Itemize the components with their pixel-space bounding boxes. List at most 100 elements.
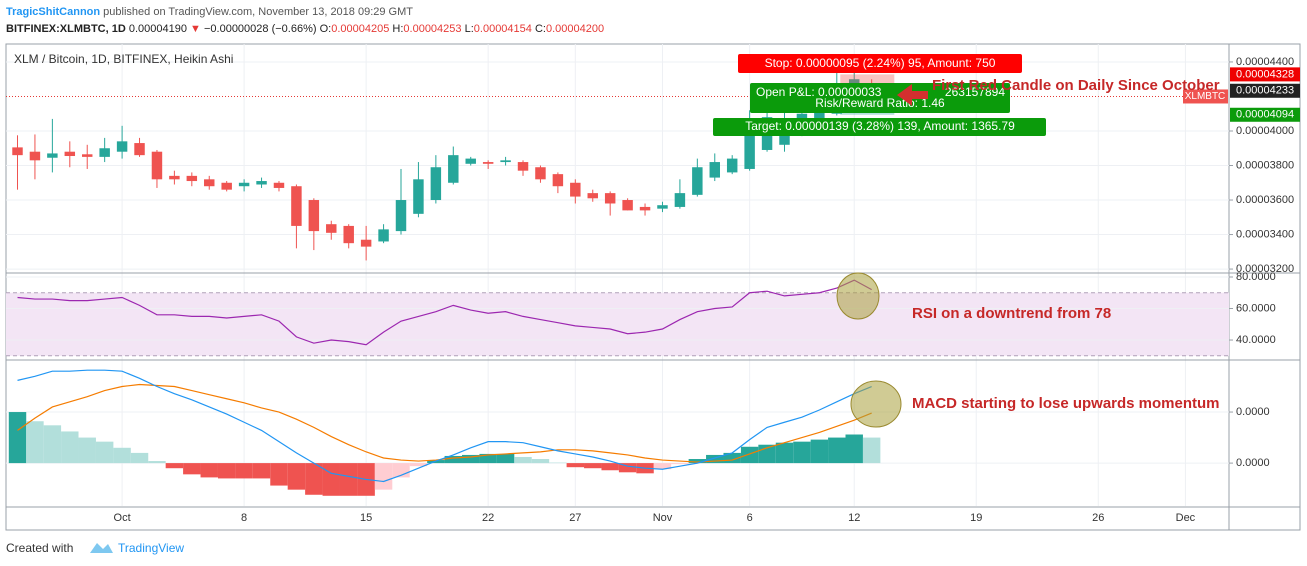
histogram-bar (653, 463, 672, 470)
candle-body (12, 147, 23, 156)
x-tick-label: 6 (747, 512, 753, 524)
candle-body (273, 182, 285, 188)
histogram-bar (479, 453, 497, 464)
annotation: MACD starting to lose upwards momentum (912, 395, 1220, 412)
x-tick-label: Dec (1176, 512, 1196, 524)
x-tick-label: 27 (569, 512, 581, 524)
o-key: O: (320, 23, 332, 35)
candle-body (64, 151, 76, 157)
histogram-bar (270, 463, 288, 486)
created-with: Created with (6, 541, 73, 555)
histogram-bar (8, 412, 27, 464)
histogram-bar (584, 463, 602, 469)
histogram-bar (671, 463, 689, 465)
y-tick-label: 0.00003400 (1236, 228, 1294, 240)
change: −0.00000028 (−0.66%) (204, 23, 317, 35)
histogram-bar (828, 437, 846, 464)
candle-body (308, 200, 320, 232)
y-tick-label: 0.00003600 (1236, 194, 1294, 206)
l: 0.00004154 (474, 23, 532, 35)
candle-body (29, 151, 41, 161)
c: 0.00004200 (546, 23, 604, 35)
candle-body (291, 186, 302, 226)
candle-body (535, 167, 546, 180)
candle-body (82, 154, 93, 157)
target-tag-bg (1230, 107, 1300, 122)
y-tick-label: 80.0000 (1236, 271, 1276, 283)
candle-body (430, 167, 442, 201)
target-text: Target: 0.00000139 (3.28%) 139, Amount: … (745, 119, 1015, 133)
y-tick-label: 0.0000 (1236, 406, 1270, 418)
y-tick-label: 0.00004400 (1236, 56, 1294, 68)
candle-body (517, 162, 529, 171)
histogram-bar (531, 459, 550, 464)
stop-tag: 0.00004328 (1236, 68, 1294, 80)
x-tick-label: Oct (114, 512, 131, 524)
candle-body (570, 182, 581, 197)
stop-tag-bg (1230, 67, 1300, 82)
histogram-bar (775, 442, 794, 464)
candle-body (99, 148, 110, 157)
h-key: H: (392, 23, 403, 35)
candle-body (378, 229, 389, 242)
x-tick-label: 8 (241, 512, 247, 524)
l-key: L: (465, 23, 474, 35)
y-tick-label: 0.00004000 (1236, 125, 1294, 137)
annotation-group: First Red Candle on Daily Since October (897, 77, 1220, 106)
candle-body (674, 193, 686, 207)
arrow (897, 84, 928, 106)
candle-body (552, 174, 564, 187)
histogram-bar (305, 463, 323, 495)
histogram-bar (601, 463, 619, 471)
y-tick-label: 0.00003800 (1236, 159, 1294, 171)
histogram-bar (78, 437, 96, 464)
histogram-bar (810, 439, 829, 464)
pnl-box (750, 83, 1010, 113)
candle-body (47, 153, 58, 158)
histogram-bar (322, 463, 340, 496)
macd-line (17, 369, 872, 483)
highlight-circle (836, 272, 880, 320)
rsi-line (17, 279, 872, 346)
candle-body (692, 167, 703, 195)
logo (90, 543, 113, 553)
x-tick-label: 19 (970, 512, 982, 524)
candle-body (604, 193, 616, 204)
candle-body (726, 158, 738, 173)
entry-tag: 0.00004233 (1236, 85, 1294, 97)
histogram-bar (130, 452, 149, 464)
histogram-bar (566, 463, 585, 468)
candle-body (448, 155, 459, 183)
stop-box (738, 54, 1022, 73)
chart-layer: Oct 8 15 22 27 Nov 6 12 19 26 Dec0.000044000.00004… (6, 44, 1300, 530)
histogram-bar (165, 463, 184, 469)
histogram-bar (200, 463, 218, 478)
candle-body (395, 200, 407, 232)
candle-body (709, 162, 720, 178)
chart-frame (5, 43, 1301, 531)
pnl-text: Open P&L: 0.00000033 (756, 85, 882, 99)
candle-body (169, 175, 180, 180)
chart-legend: XLM / Bitcoin, 1D, BITFINEX, Heikin Ashi (14, 52, 233, 66)
candle-body (360, 239, 372, 247)
symbol-line: BITFINEX:XLMBTC, 1D 0.00004190 ▼ −0.0000… (6, 23, 604, 35)
y-tick-label: 40.0000 (1236, 334, 1276, 346)
histogram-bar (235, 463, 253, 479)
histogram-bar (723, 452, 741, 464)
histogram-bar (43, 425, 62, 464)
candle-body (186, 175, 198, 182)
candle-body (116, 141, 128, 152)
y-tick-label: 60.0000 (1236, 302, 1276, 314)
y-tick-label: 0.00003200 (1236, 263, 1294, 275)
candle-body (326, 224, 337, 233)
symbol-tag: XLMBTC (1185, 91, 1226, 102)
histogram-bar (287, 463, 306, 490)
histogram-bar (444, 455, 463, 464)
qty-text: 263157894 (945, 85, 1005, 99)
histogram-bar (740, 446, 759, 464)
header-line: TragicShitCannon published on TradingVie… (6, 6, 413, 18)
candle-body (482, 162, 494, 164)
histogram-bar (374, 463, 393, 490)
x-tick-label: 12 (848, 512, 860, 524)
h: 0.00004253 (403, 23, 461, 35)
